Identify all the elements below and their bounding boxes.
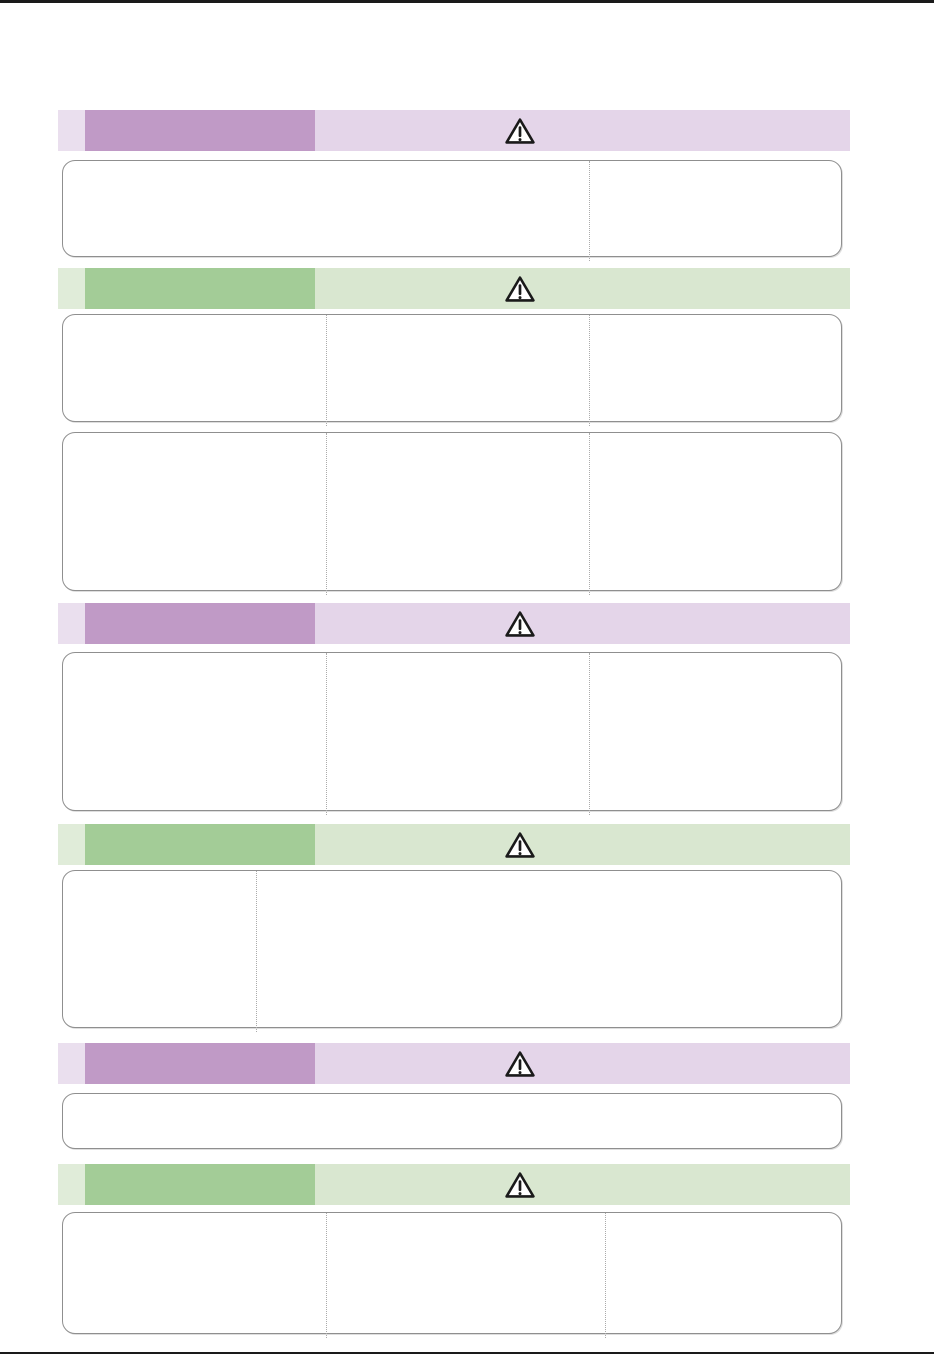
column-divider [256, 871, 257, 1032]
content-box [62, 652, 842, 815]
section-3-header-bar [58, 603, 850, 644]
section-6-header-bar [58, 1164, 850, 1205]
header-title-block [85, 1043, 315, 1084]
content-box [62, 160, 842, 261]
page-bottom-rule [0, 1352, 934, 1354]
warning-triangle-icon [504, 1050, 536, 1078]
warning-triangle-icon [504, 831, 536, 859]
column-divider [326, 653, 327, 815]
section-5-header-bar [58, 1043, 850, 1084]
column-divider [589, 161, 590, 261]
content-box [62, 1212, 842, 1338]
header-corner-square [58, 824, 85, 865]
column-divider [326, 1213, 327, 1338]
header-title-block [85, 1164, 315, 1205]
header-corner-square [58, 1164, 85, 1205]
warning-triangle-icon [504, 1171, 536, 1199]
section-2-header-bar [58, 268, 850, 309]
header-corner-square [58, 1043, 85, 1084]
section-4-header-bar [58, 824, 850, 865]
content-box [62, 870, 842, 1032]
header-title-block [85, 824, 315, 865]
column-divider [589, 315, 590, 426]
column-divider [589, 653, 590, 815]
warning-triangle-icon [504, 117, 536, 145]
header-corner-square [58, 110, 85, 151]
column-divider [326, 433, 327, 595]
header-title-block [85, 603, 315, 644]
header-title-block [85, 268, 315, 309]
warning-triangle-icon [504, 275, 536, 303]
warning-triangle-icon [504, 610, 536, 638]
header-title-block [85, 110, 315, 151]
column-divider [326, 315, 327, 426]
header-corner-square [58, 603, 85, 644]
column-divider [605, 1213, 606, 1338]
content-box [62, 314, 842, 426]
content-box [62, 432, 842, 595]
page-top-rule [0, 0, 934, 3]
section-1-header-bar [58, 110, 850, 151]
header-corner-square [58, 268, 85, 309]
column-divider [589, 433, 590, 595]
content-box [62, 1093, 842, 1149]
